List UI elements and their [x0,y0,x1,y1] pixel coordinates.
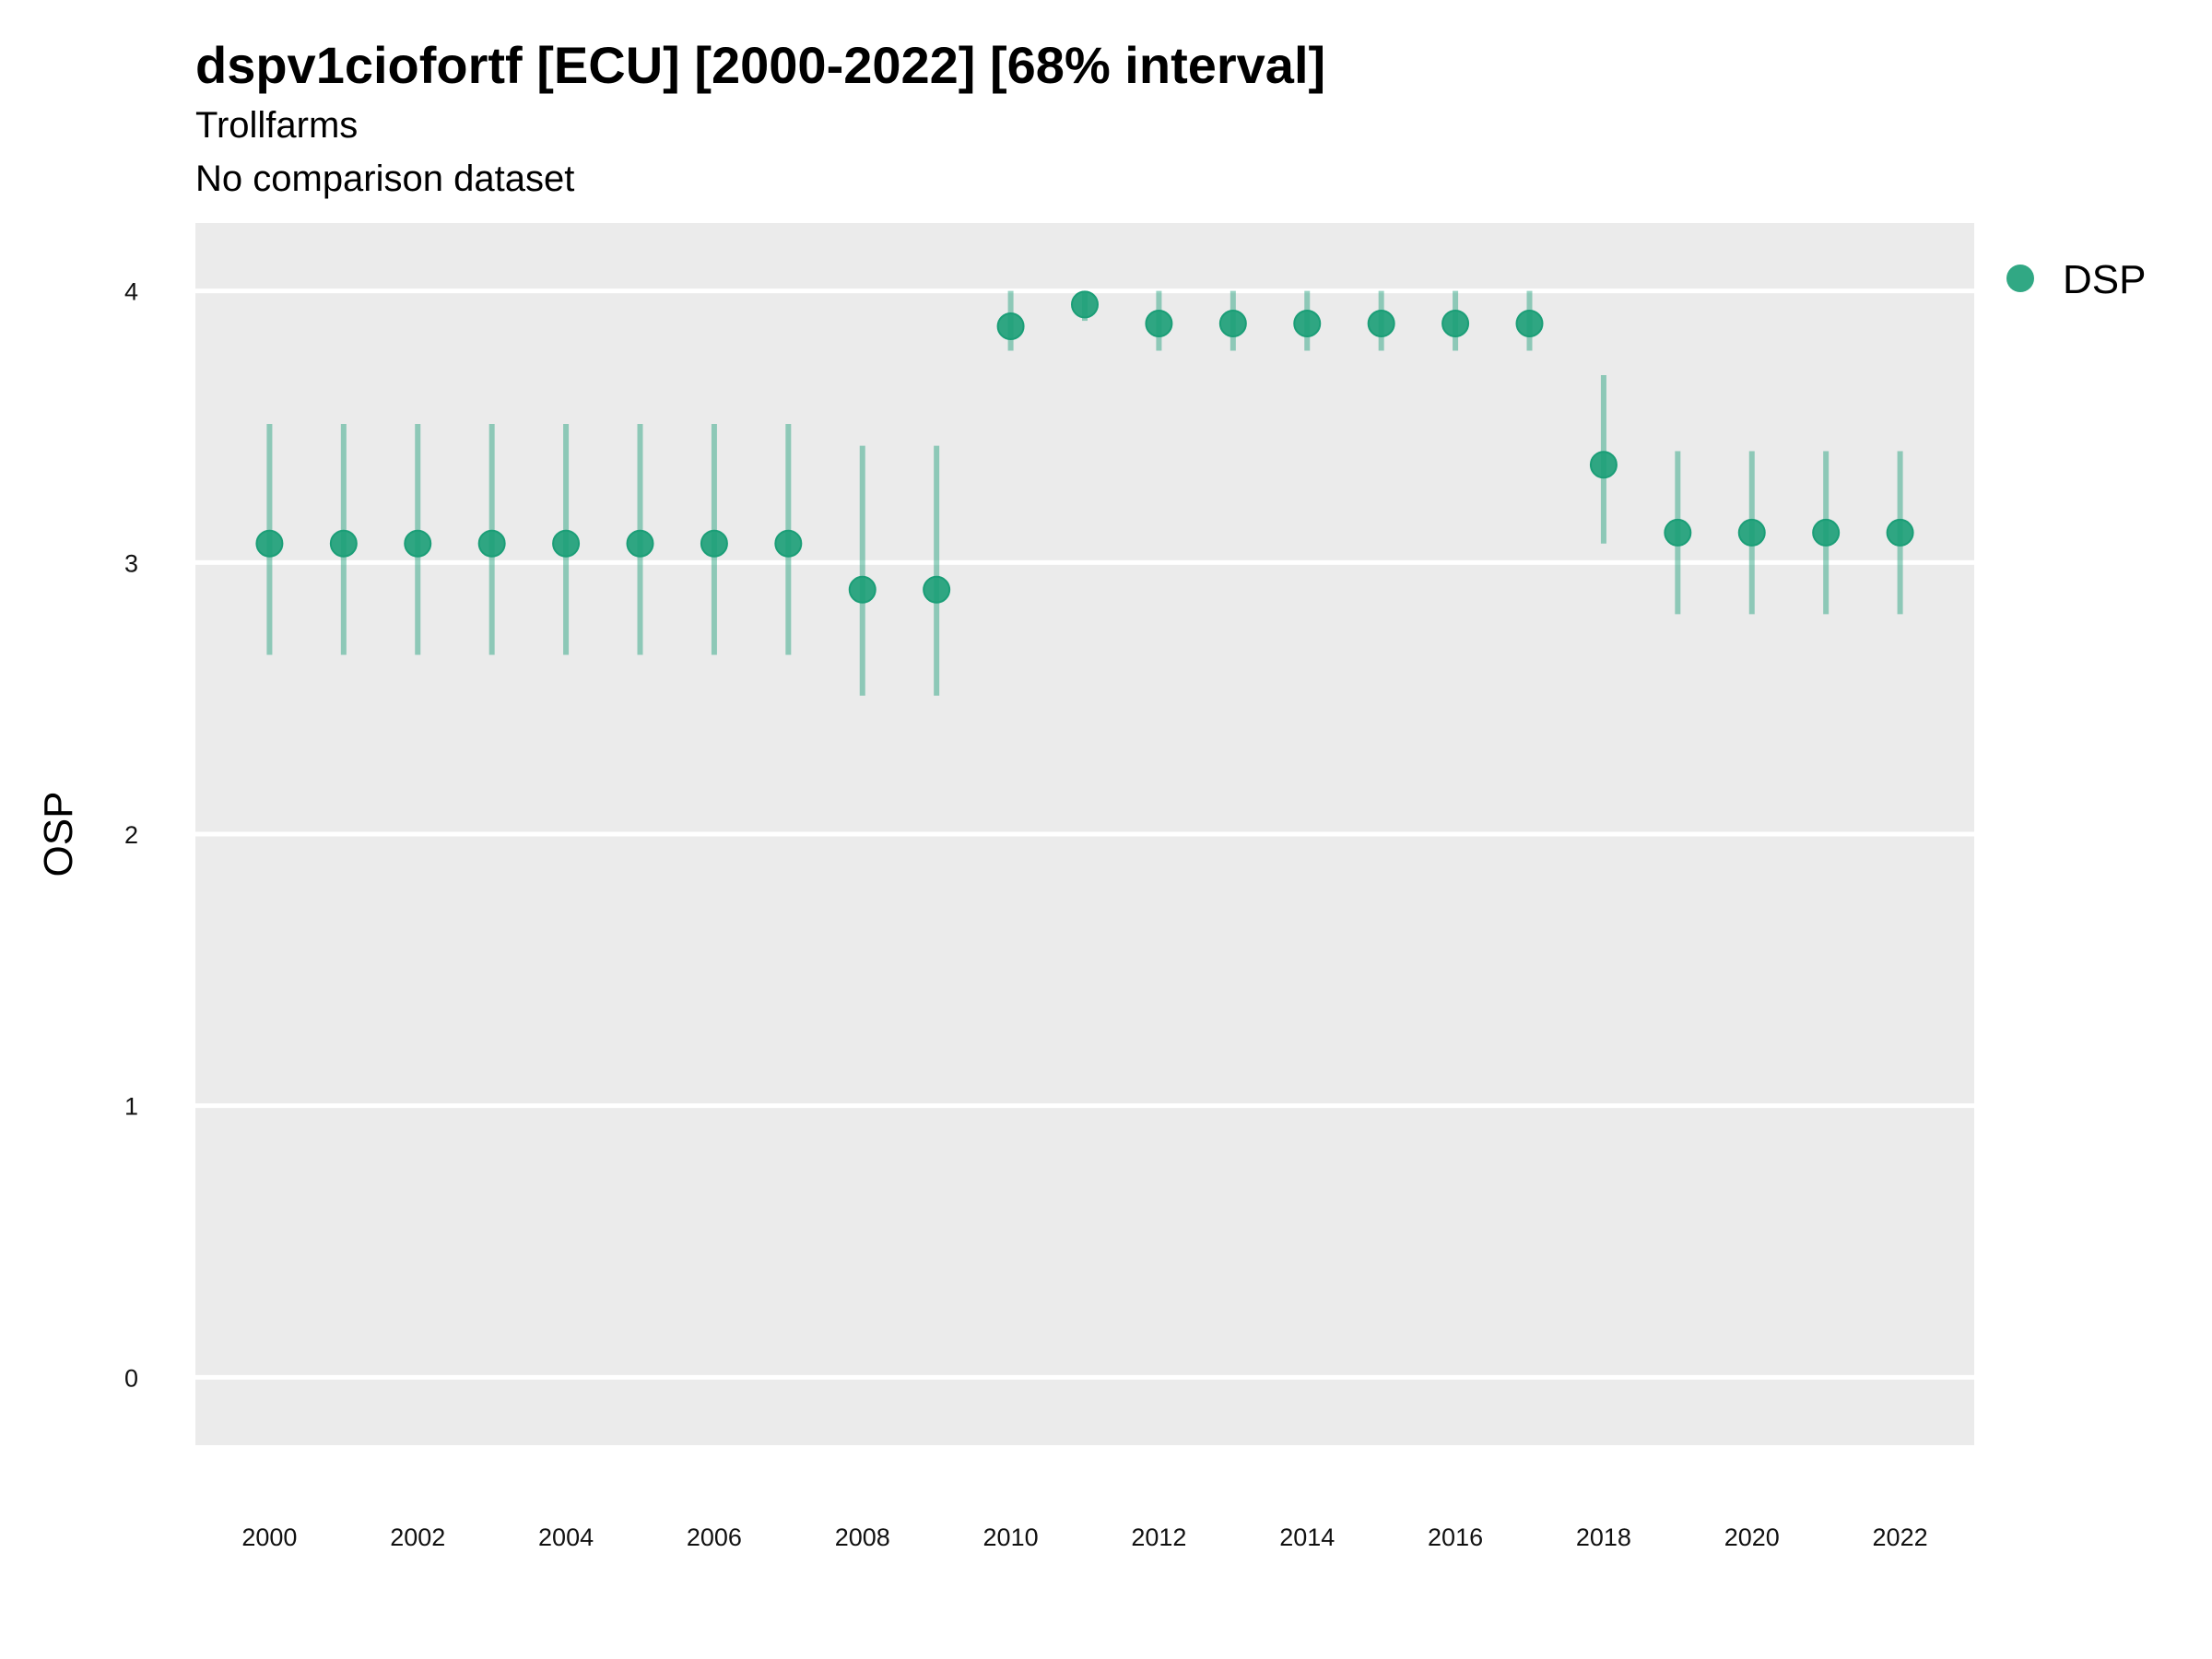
data-point-2011 [1071,290,1099,319]
data-point-2010 [996,312,1025,340]
x-tick-label-2004: 2004 [538,1524,594,1551]
data-point-2004 [552,529,581,558]
data-point-2005 [626,529,654,558]
x-tick-label-2008: 2008 [835,1524,890,1551]
y-tick-label-3: 3 [124,549,138,577]
x-tick-label-2020: 2020 [1724,1524,1780,1551]
data-point-2003 [477,529,506,558]
chart-subtitle-comparison: No comparison dataset [195,159,575,199]
data-point-2015 [1367,310,1395,338]
x-tick-label-2000: 2000 [241,1524,297,1551]
data-point-2018 [1589,451,1618,479]
data-point-2000 [255,529,284,558]
data-point-2022 [1886,518,1914,547]
x-tick-label-2018: 2018 [1576,1524,1631,1551]
legend-label-dsp: DSP [2063,257,2146,302]
data-point-2008 [848,575,877,604]
data-point-2012 [1145,310,1173,338]
data-point-2016 [1441,310,1470,338]
data-point-2017 [1515,310,1544,338]
data-point-2002 [404,529,432,558]
legend-swatch-dsp [2006,265,2034,292]
data-point-2021 [1812,518,1841,547]
y-tick-label-0: 0 [124,1364,138,1392]
chart-subtitle: Trollfarms [195,105,359,146]
data-point-2007 [774,529,803,558]
x-tick-label-2016: 2016 [1428,1524,1483,1551]
y-tick-label-4: 4 [124,278,138,306]
x-tick-label-2010: 2010 [983,1524,1039,1551]
y-axis-ticks: 0 1 2 3 4 [124,278,138,1393]
data-points [255,290,1914,604]
data-point-2006 [700,529,728,558]
data-point-2014 [1293,310,1322,338]
legend: DSP [2006,257,2146,302]
y-tick-label-2: 2 [124,821,138,849]
chart-title: dspv1ciofortf [ECU] [2000-2022] [68% int… [195,36,1326,94]
y-axis-label: OSP [36,792,81,877]
x-tick-label-2014: 2014 [1279,1524,1335,1551]
data-point-2013 [1218,310,1247,338]
x-tick-label-2006: 2006 [687,1524,742,1551]
x-tick-label-2002: 2002 [390,1524,445,1551]
x-axis-ticks: 2000 2002 2004 2006 2008 2010 2012 2014 2016 2018… [241,1524,1927,1551]
data-point-2020 [1737,518,1766,547]
y-tick-label-1: 1 [124,1093,138,1121]
x-tick-label-2022: 2022 [1873,1524,1928,1551]
data-point-2009 [923,575,951,604]
data-point-2019 [1664,518,1692,547]
x-tick-label-2012: 2012 [1131,1524,1186,1551]
data-point-2001 [329,529,358,558]
